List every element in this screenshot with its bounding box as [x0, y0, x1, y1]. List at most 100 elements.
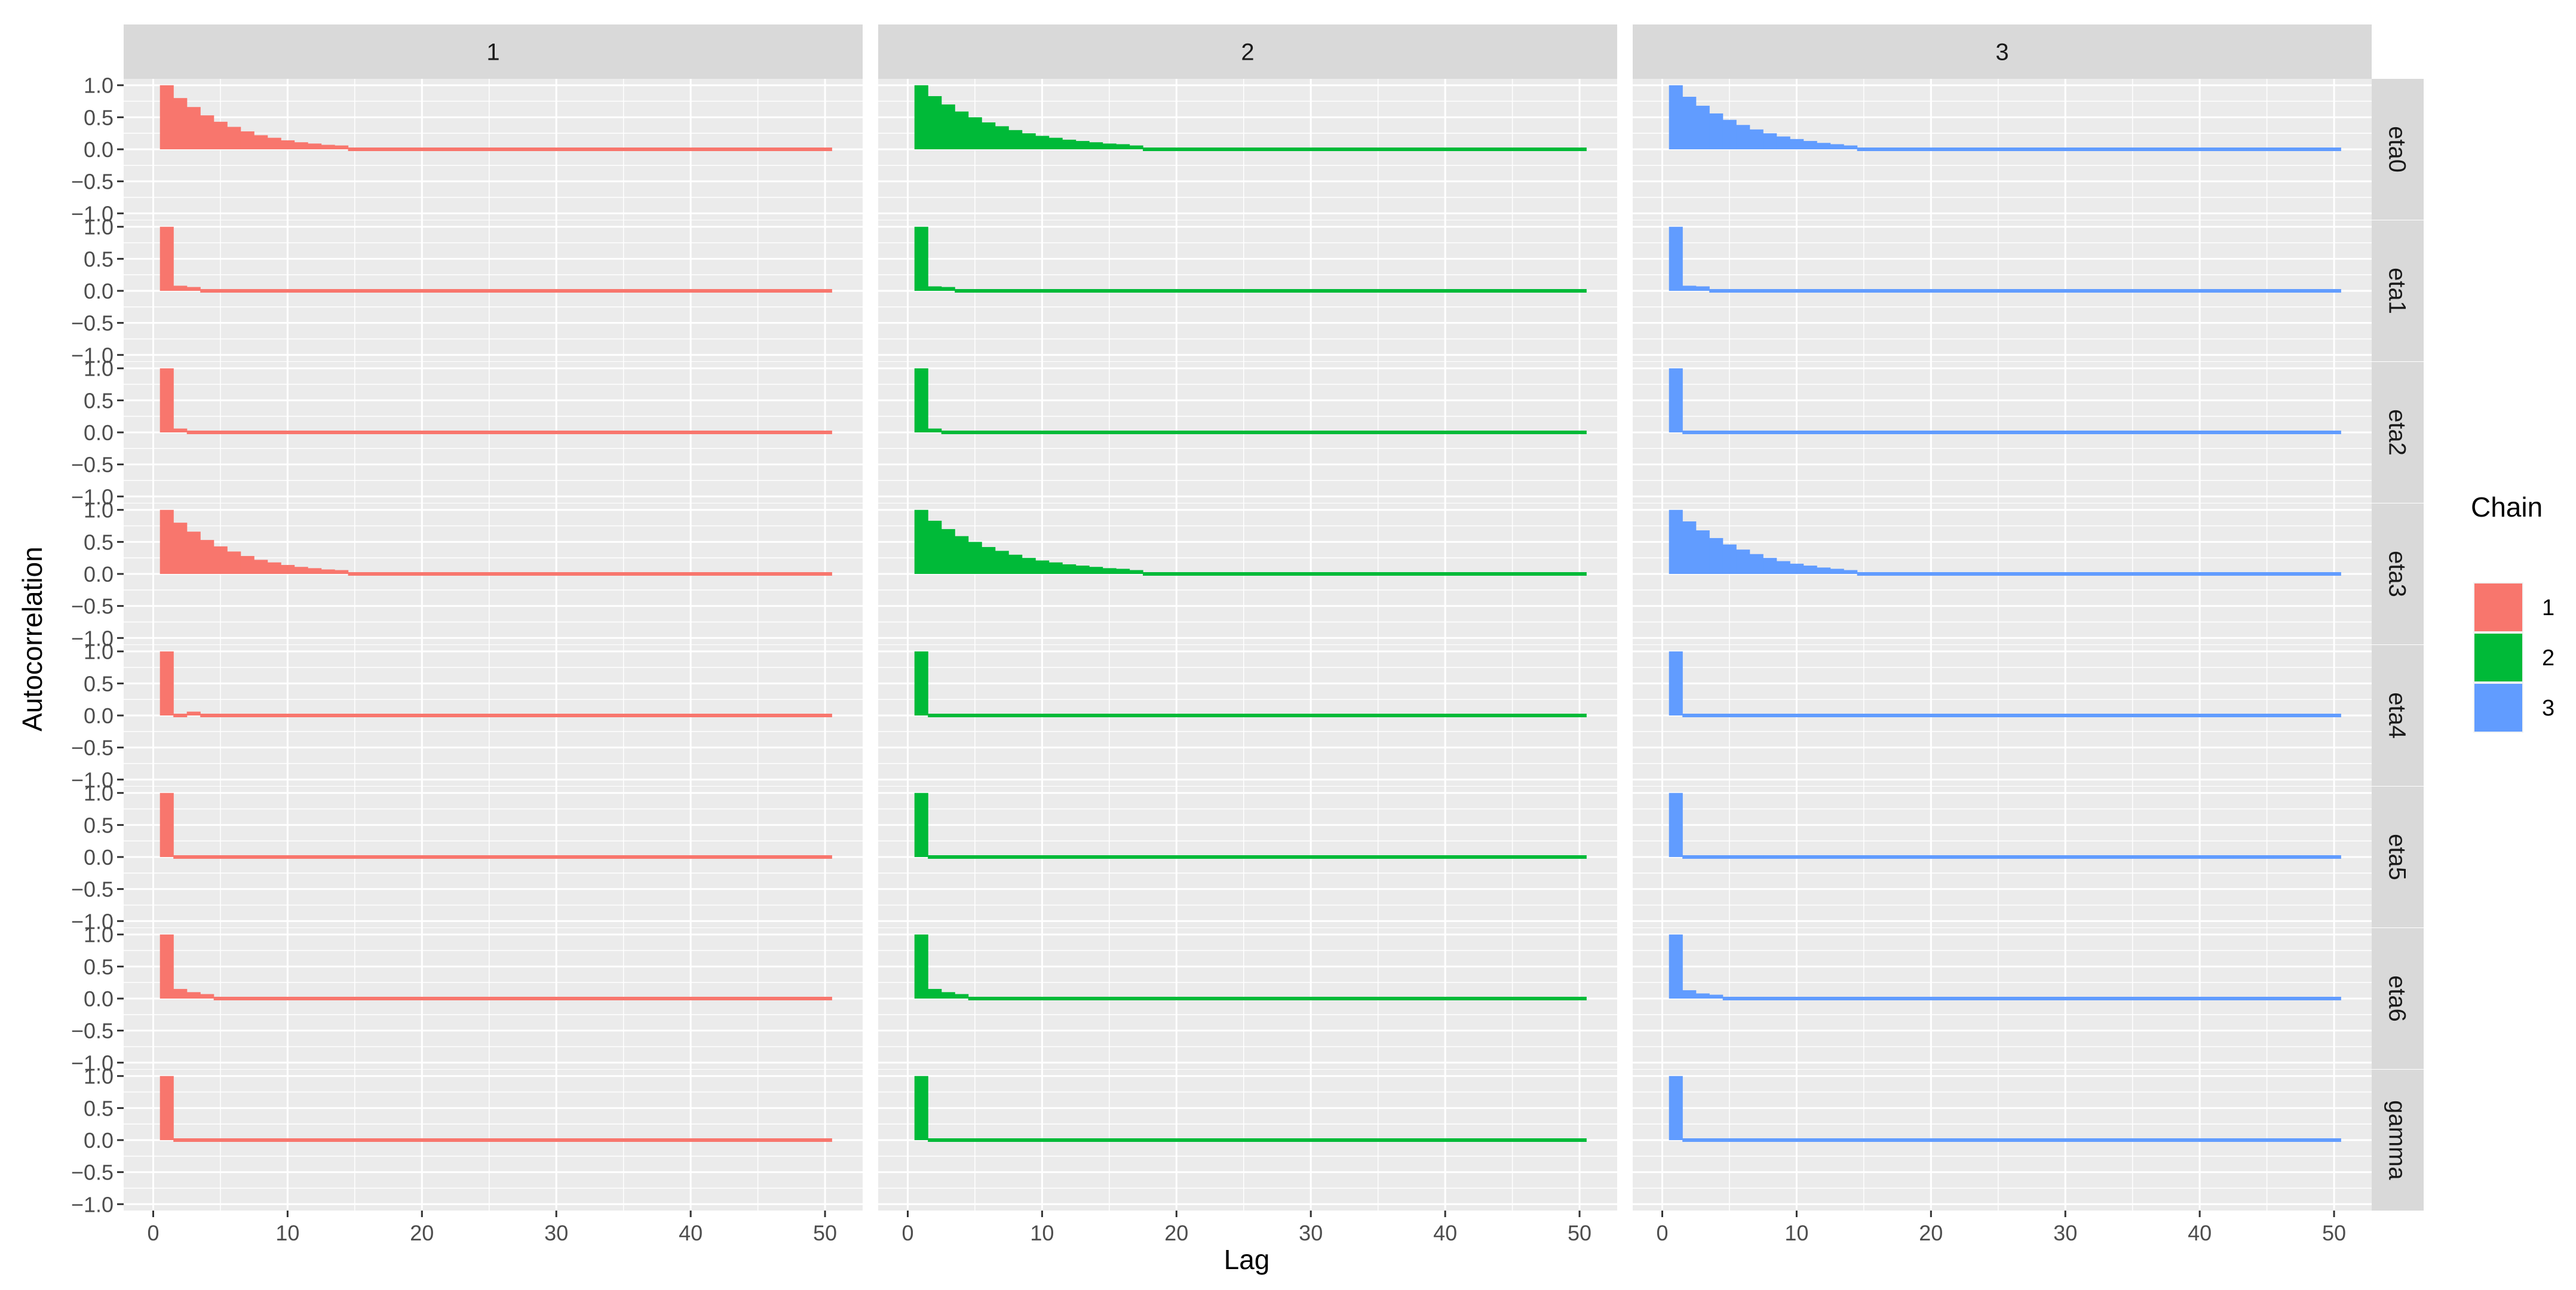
acf-bar	[1156, 148, 1170, 151]
acf-bar	[1669, 1076, 1683, 1140]
acf-bar	[914, 509, 928, 574]
acf-bar	[914, 1076, 928, 1140]
y-tick-label: 0.0	[84, 845, 114, 870]
acf-bar	[1978, 714, 1992, 717]
acf-bar	[2018, 1138, 2032, 1142]
acf-bar	[173, 1138, 188, 1142]
acf-bar	[670, 855, 685, 859]
acf-bar	[563, 997, 577, 1000]
acf-bar	[1304, 714, 1318, 717]
acf-bar	[254, 431, 268, 434]
acf-bar	[1803, 289, 1817, 293]
acf-bar	[1817, 431, 1831, 434]
facet-strip-row-label: eta1	[2384, 268, 2411, 314]
x-tick-label: 50	[2322, 1221, 2346, 1245]
acf-bar	[1830, 144, 1844, 149]
acf-bar	[1022, 855, 1036, 859]
acf-bar	[1197, 289, 1211, 293]
acf-bar	[1411, 1138, 1425, 1142]
acf-bar	[670, 1138, 685, 1142]
acf-bar	[1237, 289, 1251, 293]
acf-bar	[1532, 431, 1547, 434]
y-tick-label: 0.0	[84, 562, 114, 586]
acf-bar	[1519, 431, 1533, 434]
acf-bar	[2139, 289, 2153, 293]
acf-bar	[1817, 855, 1831, 859]
acf-bar	[1884, 997, 1898, 1000]
acf-bar	[1183, 855, 1197, 859]
acf-bar	[267, 997, 281, 1000]
acf-bar	[2192, 1138, 2207, 1142]
acf-bar	[1237, 714, 1251, 717]
acf-bar	[1572, 289, 1587, 293]
acf-bar	[1357, 431, 1372, 434]
acf-bar	[509, 997, 523, 1000]
acf-bar	[522, 997, 537, 1000]
acf-bar	[1736, 549, 1750, 574]
acf-bar	[1357, 572, 1372, 576]
acf-bar	[549, 997, 564, 1000]
acf-bar	[1411, 289, 1425, 293]
facet-panel	[1633, 220, 2372, 361]
acf-bar	[1210, 289, 1224, 293]
acf-bar	[1277, 148, 1292, 151]
acf-bar	[1290, 714, 1305, 717]
acf-bar	[2246, 289, 2261, 293]
acf-bar	[1465, 855, 1479, 859]
facet-strip-col	[878, 24, 1617, 79]
x-tick-label: 30	[544, 1221, 568, 1245]
acf-bar	[442, 714, 456, 717]
legend-key	[2474, 684, 2522, 732]
acf-bar	[1978, 855, 1992, 859]
acf-bar	[2139, 855, 2153, 859]
acf-bar	[200, 1138, 214, 1142]
acf-bar	[361, 148, 376, 151]
acf-bar	[1492, 997, 1506, 1000]
acf-bar	[160, 85, 174, 149]
acf-bar	[1844, 1138, 1858, 1142]
acf-bar	[928, 714, 942, 717]
acf-bar	[1384, 714, 1399, 717]
acf-bar	[1870, 148, 1885, 151]
acf-bar	[1304, 431, 1318, 434]
acf-bar	[401, 289, 416, 293]
acf-bar	[2233, 714, 2247, 717]
acf-bar	[1143, 1138, 1157, 1142]
acf-bar	[1545, 431, 1560, 434]
acf-bar	[941, 431, 955, 434]
acf-bar	[1722, 855, 1737, 859]
acf-bar	[630, 431, 644, 434]
acf-bar	[805, 855, 819, 859]
acf-bar	[281, 289, 295, 293]
acf-bar	[1075, 855, 1090, 859]
acf-bar	[1089, 431, 1103, 434]
acf-bar	[2058, 1138, 2073, 1142]
acf-bar	[1964, 1138, 1979, 1142]
acf-bar	[469, 855, 483, 859]
acf-bar	[2246, 855, 2261, 859]
acf-bar	[1156, 855, 1170, 859]
acf-bar	[321, 145, 335, 149]
acf-bar	[1344, 572, 1358, 576]
acf-bar	[914, 651, 928, 715]
acf-bar	[1250, 1138, 1265, 1142]
acf-bar	[1210, 572, 1224, 576]
acf-bar	[1425, 289, 1439, 293]
acf-bar	[1102, 714, 1117, 717]
acf-bar	[1951, 572, 1965, 576]
acf-bar	[1304, 148, 1318, 151]
acf-bar	[2260, 431, 2274, 434]
acf-bar	[2152, 714, 2167, 717]
acf-bar	[213, 121, 228, 149]
acf-bar	[1519, 997, 1533, 1000]
acf-bar	[348, 997, 362, 1000]
acf-bar	[361, 431, 376, 434]
y-tick-label: −0.5	[71, 594, 114, 619]
acf-bar	[2112, 997, 2127, 1000]
acf-bar	[1695, 106, 1710, 149]
acf-bar	[1844, 997, 1858, 1000]
acf-bar	[2233, 289, 2247, 293]
acf-bar	[697, 855, 712, 859]
acf-bar	[1357, 997, 1372, 1000]
acf-bar	[1736, 1138, 1750, 1142]
